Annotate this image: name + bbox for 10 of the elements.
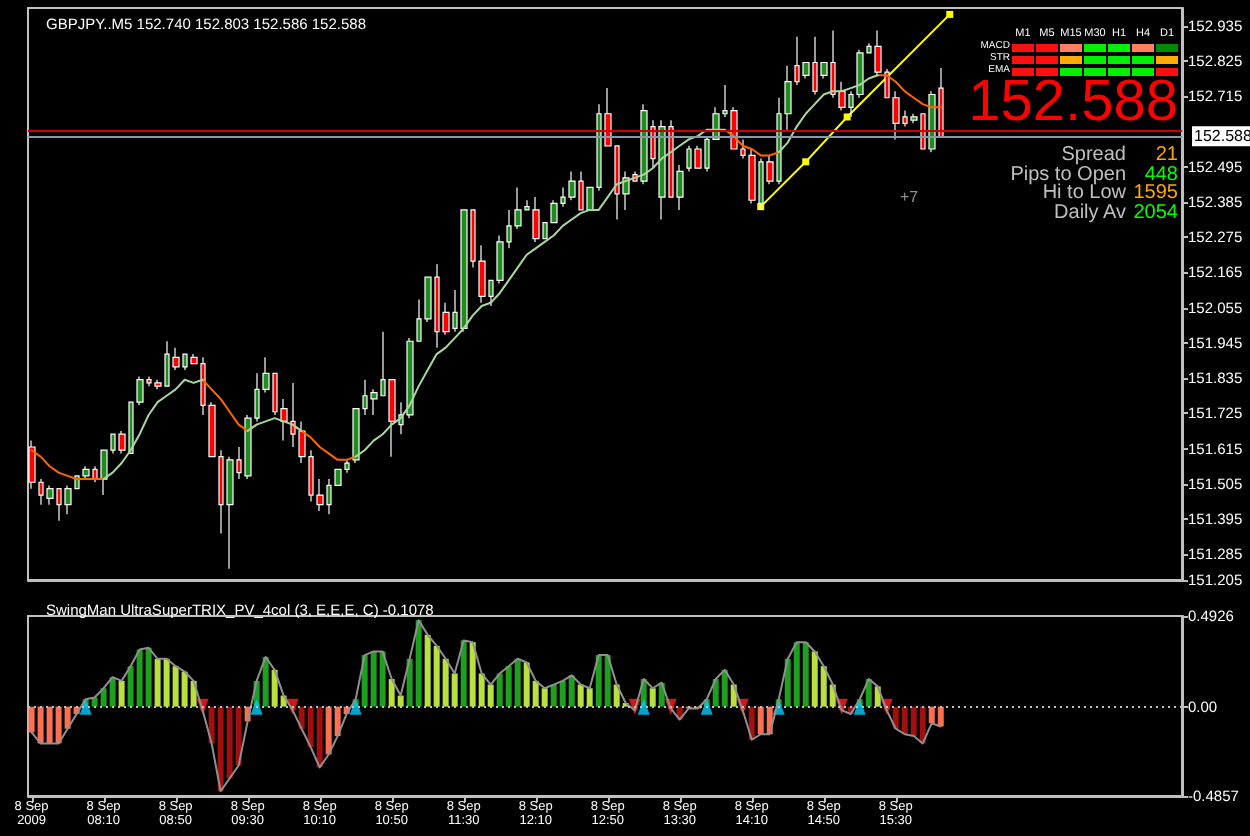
- annotation: 21: [1155, 144, 1178, 166]
- annotation: 2054: [1133, 201, 1178, 223]
- annotation: 152.588: [968, 70, 1178, 134]
- annotation: 448: [1144, 163, 1178, 185]
- annotation: +7: [900, 188, 919, 206]
- annotation: Spread: [1061, 144, 1126, 166]
- annotation: Pips to Open: [1010, 163, 1126, 185]
- annotation: Hi to Low: [1042, 182, 1126, 204]
- annotation: Daily Av: [1054, 201, 1126, 223]
- annotation: 1595: [1133, 182, 1178, 204]
